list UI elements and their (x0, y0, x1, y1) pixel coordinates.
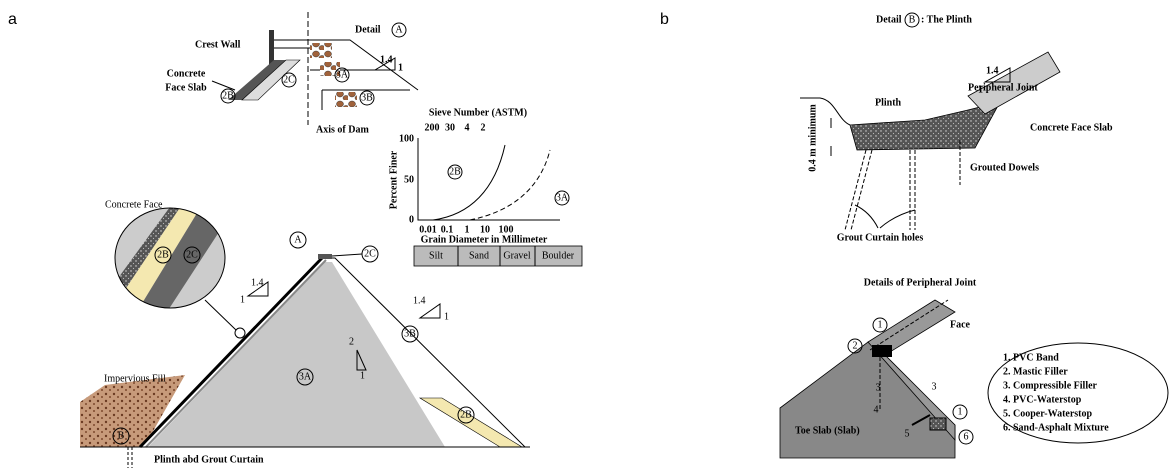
soil-class: Boulder (542, 250, 575, 261)
label: Toe Slab (Slab) (795, 425, 860, 436)
leader (332, 254, 362, 256)
rock-3a (310, 43, 332, 58)
marker-text: A (395, 24, 403, 35)
grout-holes (845, 140, 960, 230)
label: Face (950, 319, 971, 330)
page: {"panel_a":{"label":"a", "detail_a":{"cr… (0, 0, 1176, 468)
slope: 1 (444, 311, 449, 322)
marker-text: 6 (964, 431, 969, 442)
slope: 1.4 (380, 54, 393, 65)
zone: 3B (361, 92, 373, 103)
label: Axis of Dam (316, 124, 369, 135)
rock-3b (335, 92, 357, 107)
slope: 1 (398, 62, 403, 73)
zone: 2C (186, 249, 198, 260)
zone: 2C (364, 248, 376, 259)
sieve-tick: 4 (465, 122, 470, 133)
joint-detail: Details of Peripheral Joint Face Toe Sla… (780, 277, 1168, 458)
label: Concrete (167, 68, 206, 79)
inset (108, 200, 230, 315)
pvc-band (872, 345, 892, 357)
zone: 3B (404, 328, 416, 339)
marker-text: 2 (853, 340, 858, 351)
zone: 3A (299, 371, 312, 382)
crest (318, 254, 332, 259)
y-tick: 0 (409, 214, 414, 225)
y-tick: 100 (399, 133, 414, 144)
zone: 2B (460, 409, 472, 420)
axes (418, 138, 560, 220)
legend-item: 2. Mastic Filler (1003, 366, 1068, 377)
title: : The Plinth (921, 14, 972, 25)
marker-text: B (118, 430, 125, 441)
marker-text: B (909, 14, 916, 25)
marker-text: 3 (876, 382, 881, 393)
detail-a: Crest Wall Concrete Face Slab Detail A 1… (165, 12, 418, 135)
marker-text: 5 (905, 428, 910, 439)
inset-location (235, 328, 245, 338)
label: Face Slab (165, 82, 207, 93)
label: Grouted Dowels (970, 162, 1039, 173)
y-tick: 50 (404, 174, 414, 185)
label: 0.4 m minimum (807, 104, 818, 172)
label: Impervious Fill (104, 373, 166, 384)
zone: 3A (336, 69, 349, 80)
legend-item: 5. Cooper-Waterstop (1003, 408, 1092, 419)
label: Concrete Face Slab (1030, 122, 1113, 133)
slope: 1 (240, 294, 245, 305)
soil-class: Sand (469, 250, 489, 261)
label: Plinth abd Grout Curtain (154, 454, 264, 465)
slope: 1 (978, 84, 983, 95)
curve-label: 3A (556, 192, 569, 203)
leader (205, 300, 236, 330)
panel-label: a (8, 11, 17, 28)
sieve-tick: 30 (445, 122, 455, 133)
leader (212, 81, 235, 90)
curve-2b (433, 145, 505, 220)
panel-label: b (660, 11, 669, 28)
slope: 1 (360, 370, 365, 381)
sand-asphalt (930, 418, 946, 430)
slope: 1.4 (986, 65, 999, 76)
y-label: Percent Finer (388, 150, 399, 209)
sieve-tick: 200 (425, 122, 440, 133)
label: Plinth (875, 97, 902, 108)
legend: 1. PVC Band 2. Mastic Filler 3. Compress… (1003, 352, 1109, 433)
plinth (850, 102, 1000, 150)
label: Crest Wall (195, 39, 241, 50)
marker-text: 1 (878, 319, 883, 330)
label: Grout Curtain holes (837, 232, 924, 243)
slope: 2 (349, 336, 354, 347)
zone: 2C (283, 74, 295, 85)
legend-item: 6. Sand-Asphalt Mixture (1003, 422, 1109, 433)
curve-label: 2B (449, 166, 461, 177)
curve-3a (470, 150, 550, 220)
label: Concrete Face (105, 199, 163, 210)
marker-text: 4 (874, 404, 879, 415)
gradation-chart: Sieve Number (ASTM) 200 30 4 2 100 50 0 … (388, 107, 582, 266)
zone: 2B (157, 249, 169, 260)
figure: a Crest Wall Concrete Face Slab Detail A… (0, 0, 1176, 468)
x-label: Grain Diameter in Millimeter (421, 234, 548, 245)
legend-item: 1. PVC Band (1003, 352, 1059, 363)
sieve-tick: 2 (481, 122, 486, 133)
title: Detail (876, 14, 902, 25)
slope: 1.4 (251, 277, 264, 288)
slope: 1.4 (413, 295, 426, 306)
soil-class: Silt (429, 250, 443, 261)
marker-text: 1 (958, 406, 963, 417)
marker-text: 3 (932, 381, 937, 392)
legend-item: 4. PVC-Waterstop (1003, 394, 1082, 405)
soil-class: Gravel (503, 250, 530, 261)
chart-title: Sieve Number (ASTM) (429, 107, 527, 118)
grout-curtain (128, 447, 132, 468)
brace (855, 205, 915, 228)
legend-item: 3. Compressible Filler (1003, 380, 1098, 391)
plinth-detail: Detail B : The Plinth Peripheral Joint 1… (800, 13, 1113, 243)
title: Detail (355, 24, 381, 35)
marker-text: A (294, 234, 302, 245)
zone: 2B (222, 90, 234, 101)
title: Details of Peripheral Joint (864, 277, 977, 288)
